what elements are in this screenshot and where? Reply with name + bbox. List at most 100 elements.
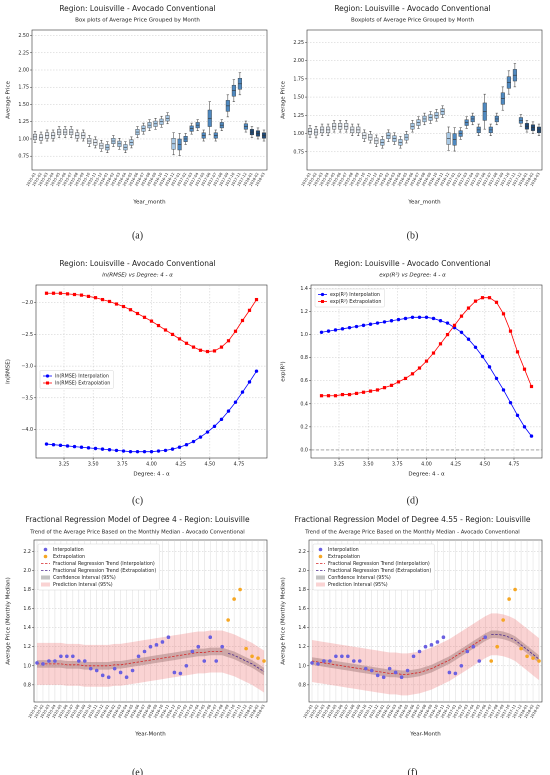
- point: [172, 670, 177, 675]
- marker: [417, 366, 422, 370]
- legend-label: Prediction Interval (95%): [53, 582, 113, 588]
- marker: [368, 322, 373, 326]
- y-tick-label: −2.0: [21, 300, 33, 306]
- marker: [212, 424, 217, 429]
- marker: [51, 442, 56, 447]
- x-tick-label: 2017-04: [464, 703, 475, 719]
- marker: [177, 445, 182, 449]
- suptitle: Region: Louisville - Avocado Conventiona…: [59, 259, 215, 268]
- x-tick-label: 2017-06: [201, 703, 212, 719]
- point: [100, 673, 105, 678]
- point: [405, 668, 410, 673]
- x-tick-label: 2016-03: [110, 172, 121, 187]
- marker: [403, 376, 408, 381]
- marker: [459, 314, 464, 318]
- x-tick-label: 2017-02: [451, 172, 462, 187]
- legend-swatch: [46, 381, 49, 385]
- marker: [163, 328, 168, 332]
- legend-label: Confidence Interval (95%): [53, 575, 116, 581]
- x-tick-label: 2016-12: [440, 704, 451, 719]
- trend-line: [228, 653, 265, 672]
- y-tick-label: 1.0: [298, 663, 306, 669]
- marker: [361, 323, 366, 328]
- marker: [114, 302, 119, 306]
- suptitle: Region: Louisville - Avocado Conventiona…: [334, 259, 490, 268]
- legend-swatch: [41, 575, 50, 580]
- marker: [396, 317, 401, 322]
- marker: [142, 449, 147, 454]
- marker: [247, 308, 252, 312]
- x-tick-label: 2015-05: [52, 704, 63, 719]
- x-tick-label: 2015-07: [62, 172, 73, 187]
- y-tick-label: 1.2: [300, 309, 308, 315]
- x-tick-label: 2016-01: [98, 172, 109, 187]
- point: [148, 644, 153, 649]
- caption: (b): [407, 230, 419, 241]
- point: [519, 646, 523, 651]
- point: [166, 635, 171, 639]
- point: [340, 654, 344, 659]
- legend-label: Interpolation: [53, 547, 84, 553]
- point: [106, 675, 111, 680]
- marker: [452, 323, 457, 327]
- x-tick-label: 2018-03: [530, 172, 541, 187]
- point: [483, 635, 488, 639]
- point: [423, 644, 428, 649]
- x-tick-label: 2015-02: [309, 704, 320, 719]
- x-tick-label: 2017-04: [189, 703, 200, 719]
- x-tick-label: 2016-12: [165, 704, 176, 719]
- marker: [226, 339, 231, 343]
- x-tick-label: 2016-08: [415, 171, 426, 187]
- caption: (d): [407, 495, 419, 506]
- x-tick-label: 2017-06: [476, 171, 487, 187]
- point: [495, 644, 499, 649]
- marker: [58, 443, 63, 448]
- marker: [508, 329, 513, 333]
- x-tick-label: 2016-02: [379, 172, 390, 187]
- x-tick-label: 2017-07: [207, 172, 218, 187]
- x-tick-label: 2016-12: [439, 172, 450, 187]
- trend-line: [311, 636, 486, 675]
- point: [489, 659, 494, 663]
- suptitle: Region: Louisville - Avocado Conventiona…: [59, 4, 215, 13]
- marker: [156, 323, 161, 328]
- x-tick-label: 2015-02: [32, 172, 43, 187]
- x-tick-label: 2017-04: [463, 171, 474, 187]
- marker: [431, 351, 436, 355]
- point: [507, 597, 511, 601]
- point: [214, 659, 219, 663]
- y-tick-label: 1.2: [23, 644, 31, 650]
- legend-swatch: [43, 547, 48, 552]
- point: [88, 666, 93, 671]
- x-tick-label: 2016-11: [159, 704, 170, 719]
- x-tick-label: 2017-11: [231, 704, 242, 719]
- chart-panel: Fractional Regression Model of Degree 4.…: [281, 515, 543, 775]
- x-tick-label: 2016-11: [434, 704, 445, 719]
- point: [190, 649, 195, 654]
- point: [501, 618, 505, 622]
- y-tick-label: 1.25: [18, 119, 29, 125]
- x-tick-label: 2016-01: [373, 172, 384, 187]
- interval-band: [311, 630, 540, 679]
- x-tick-label: 2018-01: [243, 172, 254, 187]
- x-tick-label: 2016-09: [422, 703, 433, 719]
- legend-label: Interpolation: [328, 547, 359, 553]
- caption: (e): [132, 767, 143, 775]
- x-tick-label: 2017-05: [195, 704, 206, 719]
- point: [118, 670, 123, 675]
- x-tick-label: 2015-01: [26, 172, 37, 187]
- x-tick-label: 2015-07: [339, 704, 350, 719]
- x-tick-label: 2015-01: [28, 704, 39, 719]
- point: [184, 663, 189, 668]
- point: [363, 666, 368, 671]
- point: [435, 640, 440, 644]
- marker: [466, 306, 471, 310]
- marker: [233, 329, 238, 333]
- marker: [191, 439, 196, 444]
- y-tick-label: 0.0: [300, 447, 308, 453]
- x-tick-label: 2017-11: [506, 704, 517, 719]
- marker: [184, 442, 189, 447]
